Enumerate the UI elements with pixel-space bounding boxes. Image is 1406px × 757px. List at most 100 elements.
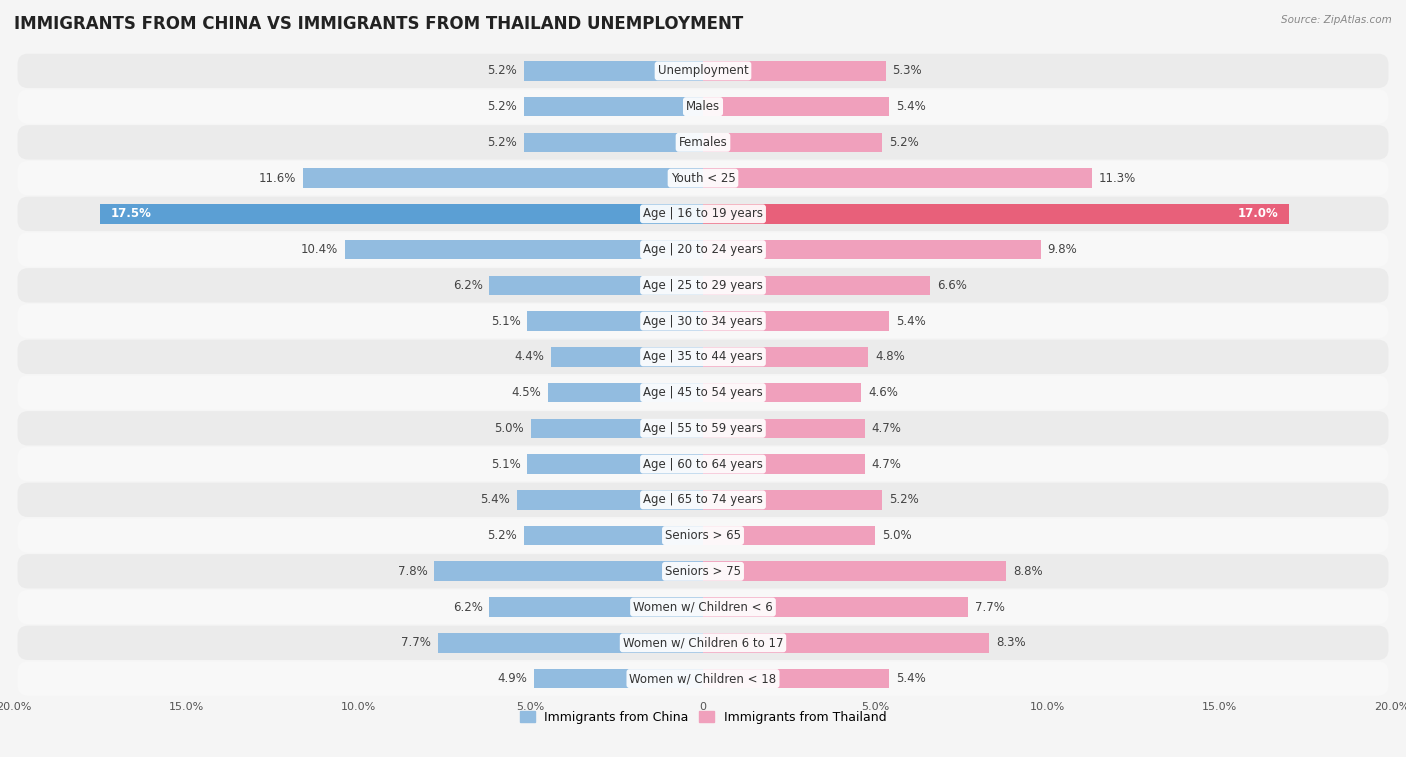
Bar (489, 276, 703, 295)
Text: 4.7%: 4.7% (872, 457, 901, 471)
Bar (703, 204, 1289, 223)
Text: Females: Females (679, 136, 727, 149)
Text: 7.7%: 7.7% (401, 637, 430, 650)
Text: 5.4%: 5.4% (896, 672, 925, 685)
Text: 8.8%: 8.8% (1012, 565, 1043, 578)
FancyBboxPatch shape (17, 447, 1389, 481)
Text: 4.7%: 4.7% (872, 422, 901, 435)
Bar (548, 383, 703, 403)
FancyBboxPatch shape (17, 411, 1389, 445)
Bar (534, 668, 703, 688)
Bar (703, 383, 862, 403)
Text: 6.6%: 6.6% (938, 279, 967, 292)
Text: Youth < 25: Youth < 25 (671, 172, 735, 185)
Text: Age | 35 to 44 years: Age | 35 to 44 years (643, 350, 763, 363)
Text: Age | 30 to 34 years: Age | 30 to 34 years (643, 315, 763, 328)
Text: 11.6%: 11.6% (259, 172, 297, 185)
Bar (703, 562, 1007, 581)
Bar (703, 668, 889, 688)
Bar (703, 168, 1092, 188)
FancyBboxPatch shape (17, 89, 1389, 124)
Bar (703, 97, 889, 117)
Text: Source: ZipAtlas.com: Source: ZipAtlas.com (1281, 15, 1392, 25)
Bar (489, 597, 703, 617)
Text: Age | 16 to 19 years: Age | 16 to 19 years (643, 207, 763, 220)
Bar (524, 132, 703, 152)
Text: 5.2%: 5.2% (488, 136, 517, 149)
Bar (527, 454, 703, 474)
Bar (703, 347, 869, 366)
Text: 5.2%: 5.2% (488, 529, 517, 542)
Bar (703, 633, 988, 653)
Bar (344, 240, 703, 260)
FancyBboxPatch shape (17, 54, 1389, 88)
Text: 4.9%: 4.9% (498, 672, 527, 685)
Text: 5.3%: 5.3% (893, 64, 922, 77)
Bar (703, 490, 882, 509)
Bar (527, 311, 703, 331)
Text: 5.2%: 5.2% (889, 494, 918, 506)
Text: Seniors > 65: Seniors > 65 (665, 529, 741, 542)
FancyBboxPatch shape (17, 662, 1389, 696)
Text: 5.2%: 5.2% (488, 100, 517, 113)
Text: 10.4%: 10.4% (301, 243, 337, 256)
FancyBboxPatch shape (17, 304, 1389, 338)
Text: 4.6%: 4.6% (869, 386, 898, 399)
Text: 4.4%: 4.4% (515, 350, 544, 363)
Text: 5.0%: 5.0% (495, 422, 524, 435)
Text: Age | 55 to 59 years: Age | 55 to 59 years (643, 422, 763, 435)
Text: 5.2%: 5.2% (889, 136, 918, 149)
Text: 4.5%: 4.5% (512, 386, 541, 399)
Bar (703, 61, 886, 81)
Text: 6.2%: 6.2% (453, 600, 482, 614)
Bar (703, 132, 882, 152)
Text: 7.8%: 7.8% (398, 565, 427, 578)
FancyBboxPatch shape (17, 483, 1389, 517)
Bar (703, 454, 865, 474)
FancyBboxPatch shape (17, 161, 1389, 195)
Text: 6.2%: 6.2% (453, 279, 482, 292)
Text: 11.3%: 11.3% (1099, 172, 1136, 185)
Text: 17.5%: 17.5% (111, 207, 152, 220)
Text: 7.7%: 7.7% (976, 600, 1005, 614)
Bar (524, 97, 703, 117)
Text: 5.4%: 5.4% (896, 100, 925, 113)
Text: 5.2%: 5.2% (488, 64, 517, 77)
Text: Males: Males (686, 100, 720, 113)
Bar (100, 204, 703, 223)
Text: 5.1%: 5.1% (491, 315, 520, 328)
Bar (524, 61, 703, 81)
Text: Seniors > 75: Seniors > 75 (665, 565, 741, 578)
Bar (531, 419, 703, 438)
Bar (434, 562, 703, 581)
Bar (703, 311, 889, 331)
Bar (703, 419, 865, 438)
Text: 5.1%: 5.1% (491, 457, 520, 471)
Text: 9.8%: 9.8% (1047, 243, 1077, 256)
Bar (551, 347, 703, 366)
Text: Unemployment: Unemployment (658, 64, 748, 77)
Bar (703, 276, 931, 295)
Bar (524, 526, 703, 545)
Bar (703, 526, 875, 545)
Text: Women w/ Children 6 to 17: Women w/ Children 6 to 17 (623, 637, 783, 650)
Bar (437, 633, 703, 653)
Text: Women w/ Children < 6: Women w/ Children < 6 (633, 600, 773, 614)
FancyBboxPatch shape (17, 554, 1389, 588)
FancyBboxPatch shape (17, 519, 1389, 553)
FancyBboxPatch shape (17, 590, 1389, 625)
Text: 4.8%: 4.8% (875, 350, 905, 363)
Text: 5.4%: 5.4% (481, 494, 510, 506)
Text: Women w/ Children < 18: Women w/ Children < 18 (630, 672, 776, 685)
FancyBboxPatch shape (17, 232, 1389, 266)
FancyBboxPatch shape (17, 625, 1389, 660)
Bar (703, 240, 1040, 260)
Legend: Immigrants from China, Immigrants from Thailand: Immigrants from China, Immigrants from T… (515, 706, 891, 729)
FancyBboxPatch shape (17, 340, 1389, 374)
FancyBboxPatch shape (17, 197, 1389, 231)
FancyBboxPatch shape (17, 375, 1389, 410)
Bar (304, 168, 703, 188)
FancyBboxPatch shape (17, 125, 1389, 160)
Text: Age | 45 to 54 years: Age | 45 to 54 years (643, 386, 763, 399)
Text: 5.4%: 5.4% (896, 315, 925, 328)
